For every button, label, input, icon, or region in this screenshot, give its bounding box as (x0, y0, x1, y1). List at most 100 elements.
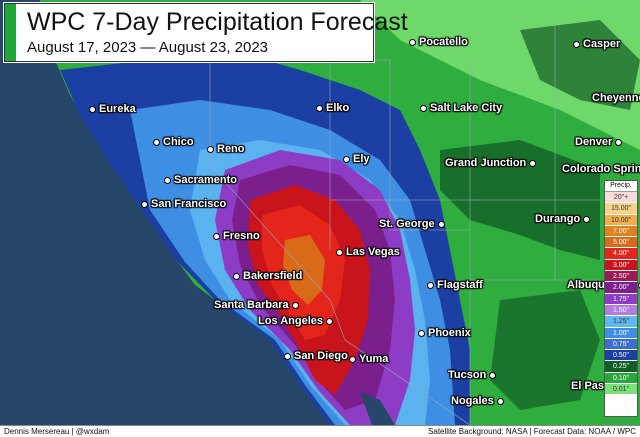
city-name: Cheyenne (592, 92, 640, 104)
city-label: Pocatello (409, 36, 468, 49)
city-label: Salt Lake City (420, 102, 502, 115)
orange-core-5-00 (283, 235, 325, 305)
gulf-of-california (360, 392, 395, 425)
legend-item: 20"+ (605, 192, 637, 204)
city-marker-icon (343, 156, 350, 163)
city-label: Ely (343, 153, 370, 166)
city-label: Los Angeles (258, 315, 333, 328)
legend-item: 1.50" (605, 304, 637, 317)
city-name: Ely (353, 153, 370, 165)
city-name: Denver (575, 136, 613, 148)
title-accent-strip (5, 4, 16, 61)
city-marker-icon (573, 41, 580, 48)
legend-item: 10.00" (605, 214, 637, 226)
city-name: Casper (583, 38, 621, 50)
city-marker-icon (529, 160, 537, 167)
city-label: Cheyenne (592, 92, 640, 105)
legend-items: 20"+ 15.00" 10.00" 7.00" 5.00" 4.00" 3.00" 2.50… (605, 192, 637, 396)
city-marker-icon (141, 201, 148, 208)
footer-bar: Dennis Mersereau | @wxdam Satellite Back… (0, 425, 640, 437)
city-name: San Diego (294, 350, 348, 362)
legend-item: 3.00" (605, 259, 637, 272)
city-name: Elko (326, 102, 350, 114)
city-name: Santa Barbara (214, 299, 289, 311)
legend-item: 15.00" (605, 203, 637, 215)
city-label: Flagstaff (427, 279, 483, 292)
city-marker-icon (284, 353, 291, 360)
city-marker-icon (291, 302, 299, 309)
city-name: Salt Lake City (430, 102, 503, 114)
legend-item: 0.50" (605, 350, 637, 362)
legend-item: 2.00" (605, 282, 637, 294)
map-title: WPC 7-Day Precipitation Forecast (27, 8, 408, 36)
city-marker-icon (427, 282, 434, 289)
city-name: Bakersfield (243, 270, 303, 282)
legend-item: 0.75" (605, 338, 637, 351)
city-label: Elko (316, 102, 349, 115)
city-name: San Francisco (151, 198, 227, 210)
city-marker-icon (326, 318, 333, 325)
data-credit: Satellite Background: NASA | Forecast Da… (428, 427, 636, 436)
city-marker-icon (164, 177, 171, 184)
city-name: Eureka (99, 103, 136, 115)
city-name: St. George (379, 218, 435, 230)
city-name: Nogales (451, 395, 494, 407)
city-marker-icon (349, 356, 356, 363)
city-label: Casper (573, 38, 620, 51)
city-label: Durango (535, 213, 591, 226)
city-label: San Diego (284, 350, 348, 363)
city-name: Reno (217, 143, 245, 155)
legend-item: 1.00" (605, 327, 637, 339)
city-name: Grand Junction (445, 157, 527, 169)
city-name: Sacramento (174, 174, 237, 186)
city-name: Los Angeles (258, 315, 323, 327)
city-marker-icon (409, 39, 416, 46)
city-label: St. George (379, 218, 445, 231)
city-label: Yuma (349, 353, 388, 366)
city-name: Flagstaff (437, 279, 483, 291)
precip-legend: Precip. 20"+ 15.00" 10.00" 7.00" 5.00" 4.00" 3… (604, 180, 638, 417)
city-name: Fresno (223, 230, 260, 242)
city-label: Sacramento (164, 174, 237, 187)
city-marker-icon (213, 233, 220, 240)
city-label: Grand Junction (445, 157, 537, 170)
city-name: Tucson (448, 369, 487, 381)
city-marker-icon (233, 273, 240, 280)
city-marker-icon (420, 105, 427, 112)
city-marker-icon (153, 139, 160, 146)
city-marker-icon (418, 330, 425, 337)
city-marker-icon (316, 105, 323, 112)
city-label: Reno (207, 143, 245, 156)
city-label: Tucson (448, 369, 497, 382)
city-marker-icon (496, 398, 504, 405)
date-range: August 17, 2023 — August 23, 2023 (27, 39, 269, 56)
city-label: Fresno (213, 230, 260, 243)
city-label: Nogales (451, 395, 504, 408)
city-marker-icon (89, 106, 96, 113)
legend-title: Precip. (605, 181, 637, 192)
legend-item: 0.10" (605, 372, 637, 385)
moderate-precip-wyoming (520, 20, 640, 110)
city-name: Durango (535, 213, 581, 225)
legend-item: 2.50" (605, 271, 637, 283)
city-label: Chico (153, 136, 194, 149)
city-name: Chico (163, 136, 194, 148)
city-marker-icon (637, 282, 640, 289)
legend-item: 1.25" (605, 316, 637, 328)
city-name: Colorado Springs (562, 163, 640, 175)
city-label: Phoenix (418, 327, 471, 340)
title-box: WPC 7-Day Precipitation Forecast August … (4, 3, 408, 62)
moderate-precip-newmexico (490, 290, 600, 410)
legend-item: 5.00" (605, 237, 637, 249)
legend-item: 4.00" (605, 248, 637, 260)
city-name: Pocatello (419, 36, 468, 48)
city-label: Bakersfield (233, 270, 302, 283)
legend-item: 0.01" (605, 384, 637, 396)
city-marker-icon (336, 249, 343, 256)
city-marker-icon (207, 146, 214, 153)
author-credit: Dennis Mersereau | @wxdam (4, 427, 110, 436)
city-name: Phoenix (428, 327, 471, 339)
city-label: Las Vegas (336, 246, 400, 259)
